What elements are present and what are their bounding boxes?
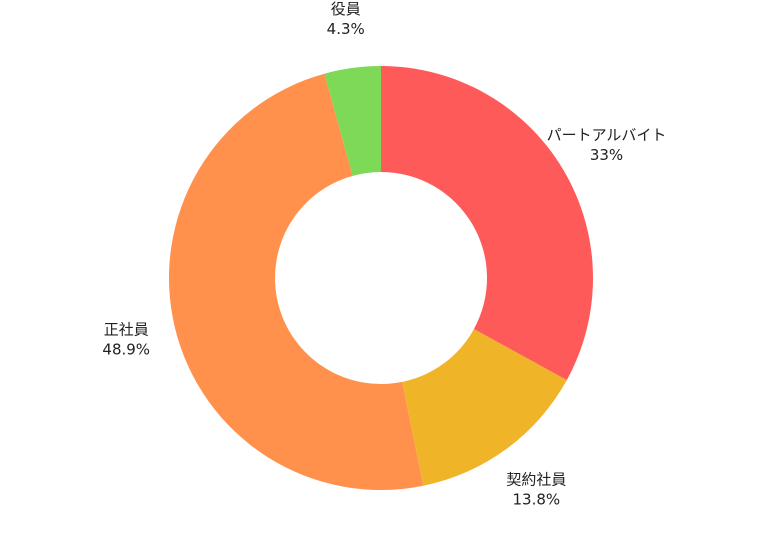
slice-label: 契約社員 [506, 470, 566, 488]
slice-label: パートアルバイト [547, 126, 667, 144]
slice-label: 役員 [331, 0, 361, 18]
slice-value-label: 48.9% [102, 341, 150, 359]
slice-label: 正社員 [104, 321, 149, 339]
slice-value-label: 13.8% [513, 490, 561, 508]
donut-slice [324, 66, 381, 176]
donut-slice [402, 329, 567, 486]
donut-slice [381, 66, 594, 381]
slice-value-label: 4.3% [327, 20, 365, 38]
slice-value-label: 33% [590, 146, 623, 164]
donut-slice [169, 73, 424, 490]
